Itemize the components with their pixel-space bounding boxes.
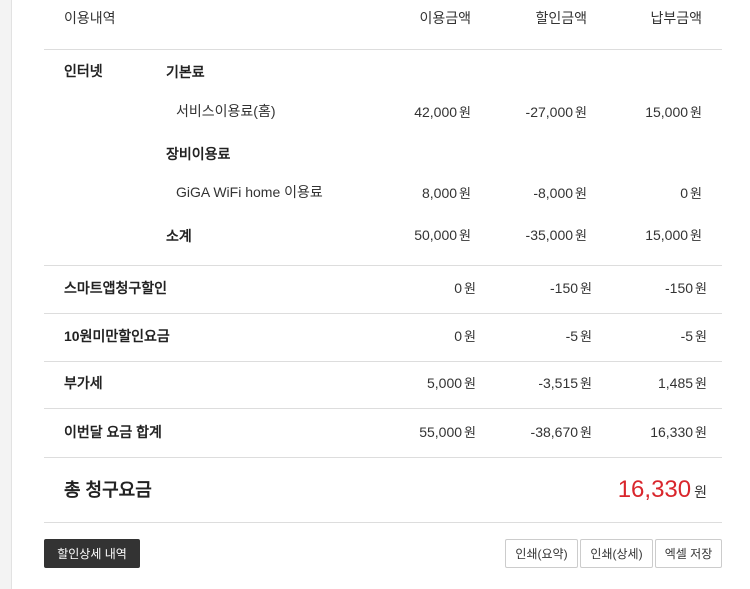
wifi-discount: -8,000 원: [533, 185, 587, 201]
service-payment: 15,000 원: [645, 104, 702, 120]
wifi-usage: 8,000 원: [421, 185, 471, 201]
equipment-fee-label: 장비이용료: [166, 146, 231, 162]
service-fee-label: 서비스이용료(홈): [176, 103, 276, 119]
row-payment: 1,485 원: [657, 375, 707, 391]
row-usage: 55,000 원: [419, 424, 476, 440]
total-label: 총 청구요금: [64, 480, 152, 500]
subtotal-usage: 50,000 원: [414, 227, 471, 243]
subtotal-label: 소계: [166, 228, 192, 244]
divider: [44, 313, 722, 314]
divider: [44, 49, 722, 50]
subtotal-payment: 15,000 원: [645, 227, 702, 243]
row-payment: -5 원: [680, 328, 707, 344]
header-discount: 할인금액: [535, 10, 587, 26]
row-discount: -3,515 원: [538, 375, 592, 391]
total-amount: 16,330 원: [617, 476, 707, 503]
internet-label: 인터넷: [64, 63, 103, 79]
excel-save-button[interactable]: 엑셀 저장: [655, 539, 722, 568]
service-discount: -27,000 원: [525, 104, 587, 120]
left-scroll-strip: [0, 0, 12, 589]
row-payment: -150 원: [665, 280, 707, 296]
print-detail-button[interactable]: 인쇄(상세): [580, 539, 653, 568]
divider: [44, 522, 722, 523]
header-item: 이용내역: [64, 10, 116, 26]
header-payment: 납부금액: [650, 10, 702, 26]
wifi-fee-label: GiGA WiFi home 이용료: [176, 184, 323, 200]
row-discount: -38,670 원: [530, 424, 592, 440]
row-label: 10원미만할인요금: [64, 328, 170, 344]
row-label: 이번달 요금 합계: [64, 424, 162, 440]
divider: [44, 457, 722, 458]
header-usage: 이용금액: [419, 10, 471, 26]
divider: [44, 408, 722, 409]
basic-fee-label: 기본료: [166, 64, 205, 80]
row-discount: -150 원: [550, 280, 592, 296]
divider: [44, 265, 722, 266]
row-payment: 16,330 원: [650, 424, 707, 440]
row-usage: 5,000 원: [426, 375, 476, 391]
discount-detail-button[interactable]: 할인상세 내역: [44, 539, 140, 568]
service-usage: 42,000 원: [414, 104, 471, 120]
print-summary-button[interactable]: 인쇄(요약): [505, 539, 578, 568]
subtotal-discount: -35,000 원: [525, 227, 587, 243]
row-discount: -5 원: [565, 328, 592, 344]
row-label: 부가세: [64, 375, 103, 391]
row-label: 스마트앱청구할인: [64, 280, 168, 296]
divider: [44, 361, 722, 362]
